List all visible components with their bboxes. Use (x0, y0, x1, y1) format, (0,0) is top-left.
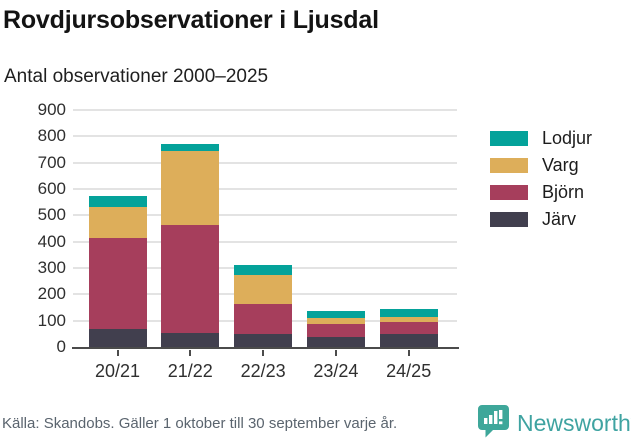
y-tick-label-200: 200 (37, 284, 66, 304)
legend-swatch-Lodjur (490, 130, 528, 146)
bar-segment-Järv-21/22 (161, 332, 220, 347)
bar-segment-Lodjur-21/22 (161, 144, 220, 151)
bar-segment-Järv-24/25 (379, 334, 438, 347)
newsworthy-icon (477, 404, 510, 439)
legend: Lodjur Varg Björn Järv (490, 128, 592, 236)
gridline-800 (73, 135, 457, 138)
y-tick-label-700: 700 (37, 152, 66, 172)
y-tick-label-500: 500 (37, 205, 66, 225)
chart-area: 0 100 200 300 400 500 600 700 800 900 20/21 21/22 2… (0, 100, 631, 400)
bar-segment-Varg-22/23 (234, 274, 293, 304)
y-tick-label-400: 400 (37, 231, 66, 251)
gridline-700 (73, 161, 457, 164)
bar-21/22 (161, 110, 220, 347)
chart-subtitle: Antal observationer 2000–2025 (4, 66, 269, 87)
plot-area (72, 109, 459, 349)
page-title: Rovdjursobservationer i Ljusdal (3, 6, 379, 34)
newsworthy-branding: Newsworthy (477, 404, 631, 439)
x-tick-24/25 (407, 349, 410, 356)
legend-swatch-Varg (490, 157, 528, 173)
legend-item-Järv: Järv (490, 209, 592, 229)
legend-label-Lodjur: Lodjur (542, 127, 593, 148)
bar-segment-Varg-20/21 (88, 207, 147, 238)
x-tick-22/23 (262, 349, 265, 356)
bar-segment-Björn-22/23 (234, 303, 293, 334)
bar-segment-Järv-22/23 (234, 333, 293, 347)
x-tick-label-22/23: 22/23 (240, 361, 286, 381)
bar-segment-Varg-21/22 (161, 150, 220, 225)
x-axis: 20/21 21/22 22/23 23/24 24/25 (73, 347, 457, 393)
y-tick-label-0: 0 (56, 337, 66, 356)
bar-24/25 (379, 110, 438, 347)
x-tick-20/21 (116, 349, 119, 356)
x-tick-label-24/25: 24/25 (386, 361, 432, 381)
gridline-500 (73, 214, 457, 217)
legend-label-Varg: Varg (542, 154, 579, 175)
bar-segment-Björn-21/22 (161, 224, 220, 333)
legend-label-Björn: Björn (542, 181, 585, 202)
gridline-600 (73, 188, 457, 191)
x-axis-line (72, 346, 459, 349)
bar-segment-Varg-24/25 (379, 316, 438, 322)
newsworthy-wordmark: Newsworthy (517, 410, 631, 436)
legend-item-Varg: Varg (490, 155, 592, 175)
legend-swatch-Järv (490, 211, 528, 227)
bar-20/21 (88, 110, 147, 347)
x-tick-21/22 (189, 349, 192, 356)
x-tick-23/24 (334, 349, 337, 356)
bar-segment-Lodjur-20/21 (88, 195, 147, 208)
y-axis-labels: 0 100 200 300 400 500 600 700 800 900 (0, 100, 66, 356)
bar-segment-Lodjur-23/24 (306, 311, 365, 319)
bar-segment-Björn-24/25 (379, 322, 438, 335)
footer: Källa: Skandobs. Gäller 1 oktober till 3… (0, 400, 631, 439)
bar-segment-Lodjur-24/25 (379, 308, 438, 317)
x-tick-label-23/24: 23/24 (313, 361, 359, 381)
bar-segment-Björn-20/21 (88, 237, 147, 329)
gridline-900 (73, 109, 457, 111)
y-tick-label-300: 300 (37, 258, 66, 278)
bar-segment-Björn-23/24 (306, 323, 365, 337)
legend-label-Järv: Järv (542, 208, 577, 229)
y-tick-label-100: 100 (37, 310, 66, 330)
bar-22/23 (234, 110, 293, 347)
legend-swatch-Björn (490, 184, 528, 200)
bar-segment-Lodjur-22/23 (234, 265, 293, 275)
x-tick-label-20/21: 20/21 (94, 361, 141, 381)
bar-23/24 (306, 110, 365, 347)
y-tick-label-600: 600 (37, 179, 66, 199)
source-note: Källa: Skandobs. Gäller 1 oktober till 3… (2, 415, 398, 432)
gridline-400 (73, 240, 457, 243)
legend-item-Björn: Björn (490, 182, 592, 202)
y-tick-label-900: 900 (37, 100, 66, 119)
legend-item-Lodjur: Lodjur (490, 128, 592, 148)
y-tick-label-800: 800 (37, 126, 66, 146)
bar-segment-Järv-20/21 (88, 328, 147, 347)
bar-segment-Varg-23/24 (306, 318, 365, 324)
bar-segment-Järv-23/24 (306, 337, 365, 347)
x-tick-label-21/22: 21/22 (167, 361, 213, 381)
